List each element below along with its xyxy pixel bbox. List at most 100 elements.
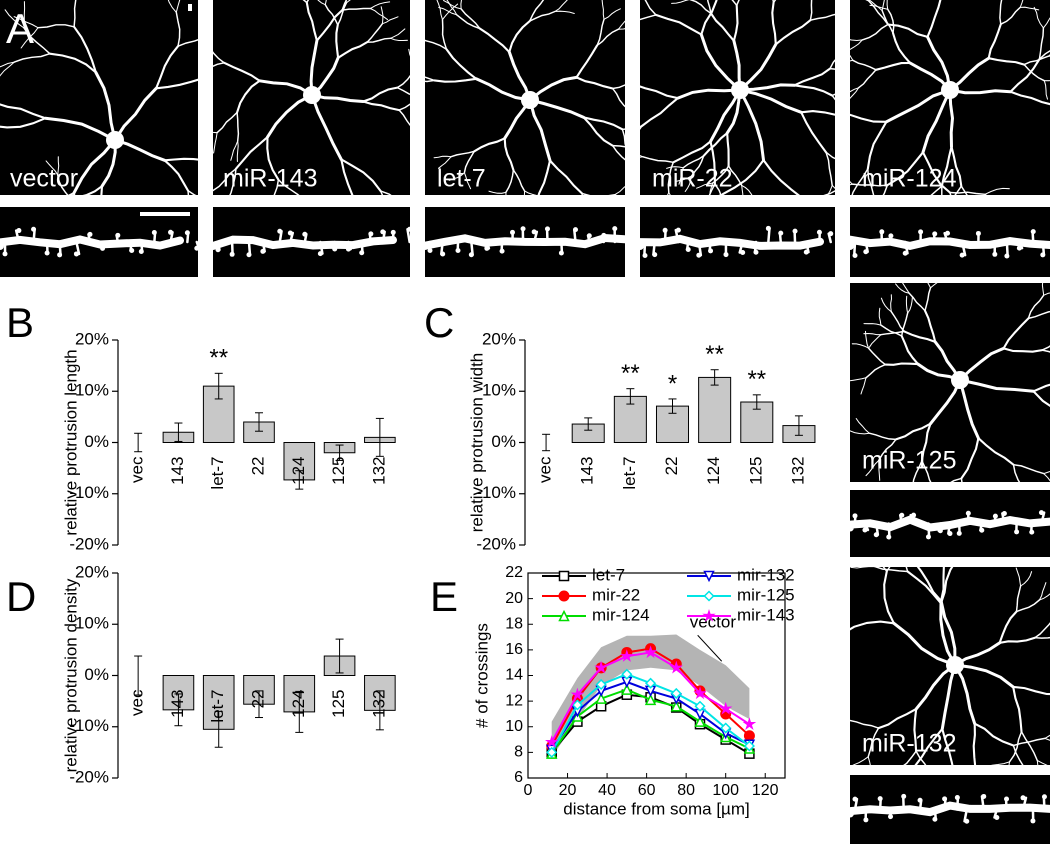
dendrite — [654, 13, 703, 36]
dendrite — [324, 3, 339, 26]
dendrite — [366, 22, 384, 43]
dendrite — [735, 0, 740, 7]
dendrite — [850, 87, 860, 93]
dendrite — [1038, 49, 1050, 60]
spine — [1021, 796, 1028, 811]
dendrite — [973, 722, 1015, 747]
dendrite — [793, 84, 834, 97]
dendrite — [890, 310, 905, 333]
y-axis-title: relative protrusion width — [467, 353, 486, 533]
marker — [621, 668, 633, 680]
dendrite — [100, 185, 104, 195]
dendrite — [0, 103, 47, 120]
dendrite — [878, 459, 881, 481]
dendrite — [1009, 58, 1041, 93]
legend-label: mir-143 — [737, 605, 795, 624]
marker — [703, 590, 715, 602]
spine-head — [317, 251, 323, 257]
dendrite — [441, 18, 448, 51]
dendrite — [167, 0, 177, 13]
dendrite — [478, 27, 511, 54]
dendrite — [305, 1, 318, 42]
error-bar — [295, 470, 304, 490]
panel-label: B — [6, 299, 34, 346]
dendrite — [851, 168, 869, 195]
dendrite — [850, 567, 876, 569]
dendrite — [596, 18, 605, 47]
error-bar — [584, 417, 593, 431]
dendrite — [874, 767, 895, 773]
marker — [693, 686, 707, 700]
dendrite — [68, 275, 77, 298]
dendrite — [213, 51, 225, 64]
dendrite — [913, 707, 918, 753]
error-bar — [794, 415, 803, 436]
dendrite — [175, 0, 181, 13]
dendrite — [273, 178, 280, 195]
x-tick-label: 40 — [598, 782, 616, 799]
dendrite — [671, 0, 690, 4]
spine-head — [740, 249, 746, 255]
dendrite — [884, 88, 952, 124]
dendrite — [1043, 80, 1049, 100]
dendrite — [437, 156, 452, 169]
dendrite — [438, 6, 458, 16]
dendrite — [850, 620, 895, 631]
dendrite — [113, 86, 158, 142]
dendrite — [830, 634, 843, 671]
dendrite — [950, 477, 963, 482]
spine — [963, 808, 969, 823]
spine-head — [1014, 529, 1020, 535]
dendrite — [953, 663, 977, 726]
panel-label: E — [430, 573, 458, 620]
dendrite — [596, 28, 620, 47]
spine — [532, 230, 539, 244]
y-tick-label: 20 — [505, 590, 523, 607]
error-bar — [255, 412, 263, 432]
dendrite — [905, 295, 909, 314]
spine-head — [945, 230, 951, 236]
dendrite — [800, 110, 835, 116]
marker — [669, 660, 684, 674]
error-bar — [214, 710, 223, 748]
error-bar — [295, 690, 304, 733]
spine — [674, 228, 680, 244]
dendrite — [829, 59, 835, 70]
spine-head — [947, 531, 953, 537]
spine — [960, 240, 967, 257]
x-tick-label: 143 — [168, 457, 187, 485]
dendrite — [23, 1, 26, 29]
dendrite — [825, 151, 835, 160]
dendrite — [857, 69, 877, 89]
spine-head — [368, 231, 374, 237]
dendrite — [886, 151, 925, 187]
dendrite — [926, 0, 942, 38]
dendrite — [940, 145, 953, 188]
soma — [946, 656, 964, 674]
dendrite — [0, 235, 184, 250]
dendrite — [13, 52, 51, 63]
dendrite — [213, 168, 237, 192]
spine-head — [1040, 252, 1046, 258]
spine-head — [877, 796, 883, 802]
marker — [643, 645, 658, 659]
dendrite — [738, 88, 765, 162]
soma — [303, 86, 321, 104]
dendrite — [948, 88, 1012, 95]
dendrite — [425, 76, 436, 82]
dendrite — [878, 307, 882, 326]
spine-head — [151, 230, 157, 236]
dendrite — [672, 140, 712, 164]
dendrite — [505, 169, 515, 194]
dendrite — [642, 156, 675, 164]
dendrite — [987, 23, 1002, 60]
dendrite — [640, 14, 657, 21]
dendrite — [920, 422, 932, 462]
dendrite — [20, 27, 39, 49]
spine-head — [816, 229, 822, 235]
micrograph-content — [640, 0, 835, 195]
spine-head — [16, 228, 22, 234]
x-tick-label: 124 — [704, 457, 723, 485]
dendrite — [503, 137, 515, 172]
spine — [289, 231, 294, 244]
